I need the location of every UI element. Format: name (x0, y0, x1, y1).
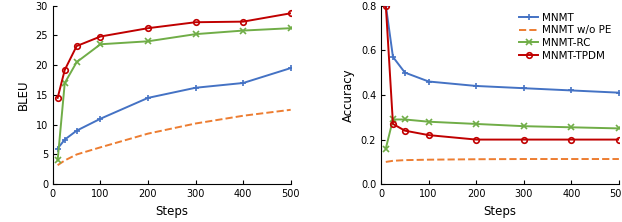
MNMT-RC (568, 126, 575, 129)
Line: MNMT-TPDM: MNMT-TPDM (383, 3, 621, 142)
Y-axis label: BLEU: BLEU (17, 80, 30, 110)
Line: MNMT: MNMT (383, 2, 622, 96)
Line: MNMT w/o PE: MNMT w/o PE (386, 159, 619, 162)
MNMT-TPDM (389, 123, 397, 125)
MNMT (425, 80, 432, 83)
MNMT-RC (425, 120, 432, 123)
MNMT (401, 71, 409, 74)
MNMT-TPDM (568, 138, 575, 141)
MNMT w/o PE (401, 159, 409, 161)
MNMT-RC (520, 125, 527, 127)
Line: MNMT-RC: MNMT-RC (383, 116, 622, 152)
MNMT w/o PE (389, 159, 397, 162)
MNMT (615, 91, 622, 94)
MNMT (382, 4, 389, 7)
MNMT-TPDM (473, 138, 480, 141)
MNMT-RC (389, 118, 397, 121)
MNMT-RC (473, 123, 480, 125)
Legend: MNMT, MNMT w/o PE, MNMT-RC, MNMT-TPDM: MNMT, MNMT w/o PE, MNMT-RC, MNMT-TPDM (515, 9, 616, 65)
Y-axis label: Accuracy: Accuracy (342, 68, 355, 122)
MNMT-TPDM (615, 138, 622, 141)
MNMT-TPDM (382, 4, 389, 7)
MNMT w/o PE (425, 158, 432, 161)
MNMT w/o PE (520, 158, 527, 160)
MNMT-RC (401, 118, 409, 121)
MNMT-TPDM (520, 138, 527, 141)
MNMT (568, 89, 575, 92)
MNMT-TPDM (425, 134, 432, 137)
MNMT w/o PE (615, 158, 622, 160)
X-axis label: Steps: Steps (483, 205, 516, 218)
MNMT-RC (615, 127, 622, 130)
X-axis label: Steps: Steps (156, 205, 188, 218)
MNMT (389, 56, 397, 58)
MNMT w/o PE (568, 158, 575, 160)
MNMT (473, 85, 480, 87)
MNMT (520, 87, 527, 89)
MNMT-RC (382, 147, 389, 150)
MNMT w/o PE (473, 158, 480, 161)
MNMT-TPDM (401, 129, 409, 132)
MNMT w/o PE (382, 161, 389, 163)
